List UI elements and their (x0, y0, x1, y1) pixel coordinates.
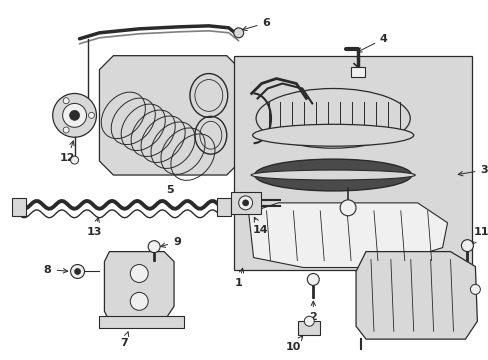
Text: 2: 2 (309, 301, 317, 322)
Text: 11: 11 (471, 227, 488, 244)
Polygon shape (355, 252, 476, 339)
Circle shape (469, 284, 479, 294)
Circle shape (63, 98, 69, 104)
Circle shape (63, 127, 69, 133)
Circle shape (238, 196, 252, 210)
Circle shape (75, 269, 81, 274)
Polygon shape (248, 203, 447, 267)
Text: 6: 6 (242, 18, 270, 31)
Ellipse shape (252, 124, 413, 146)
Circle shape (88, 112, 94, 118)
Circle shape (70, 265, 84, 278)
Ellipse shape (254, 159, 411, 191)
Text: 4: 4 (357, 34, 387, 52)
Text: 9: 9 (161, 237, 181, 247)
Bar (99, 316, 183, 328)
Text: 14: 14 (252, 217, 268, 235)
Circle shape (233, 28, 243, 38)
Circle shape (148, 241, 160, 253)
Bar (350, 67, 364, 77)
Circle shape (70, 156, 79, 164)
Bar (230, 192, 260, 214)
Text: 12: 12 (60, 141, 75, 163)
Bar (298, 321, 320, 335)
Circle shape (130, 292, 148, 310)
Circle shape (306, 274, 319, 285)
Text: 5: 5 (166, 185, 174, 195)
Bar (12, 198, 26, 216)
Polygon shape (99, 56, 240, 175)
Circle shape (340, 200, 355, 216)
Polygon shape (104, 252, 174, 321)
Ellipse shape (101, 92, 145, 139)
Text: 3: 3 (457, 165, 487, 176)
Ellipse shape (256, 89, 409, 148)
Ellipse shape (251, 170, 414, 180)
Circle shape (304, 316, 314, 326)
Circle shape (69, 111, 80, 120)
Text: 1: 1 (234, 268, 243, 288)
Circle shape (461, 240, 472, 252)
Text: 13: 13 (86, 217, 102, 237)
Text: 8: 8 (44, 265, 68, 275)
Circle shape (130, 265, 148, 283)
Circle shape (53, 94, 96, 137)
Circle shape (242, 200, 248, 206)
Circle shape (62, 103, 86, 127)
Bar (233, 56, 471, 270)
Text: 10: 10 (285, 336, 302, 352)
Text: 7: 7 (120, 332, 128, 348)
Bar (216, 198, 230, 216)
